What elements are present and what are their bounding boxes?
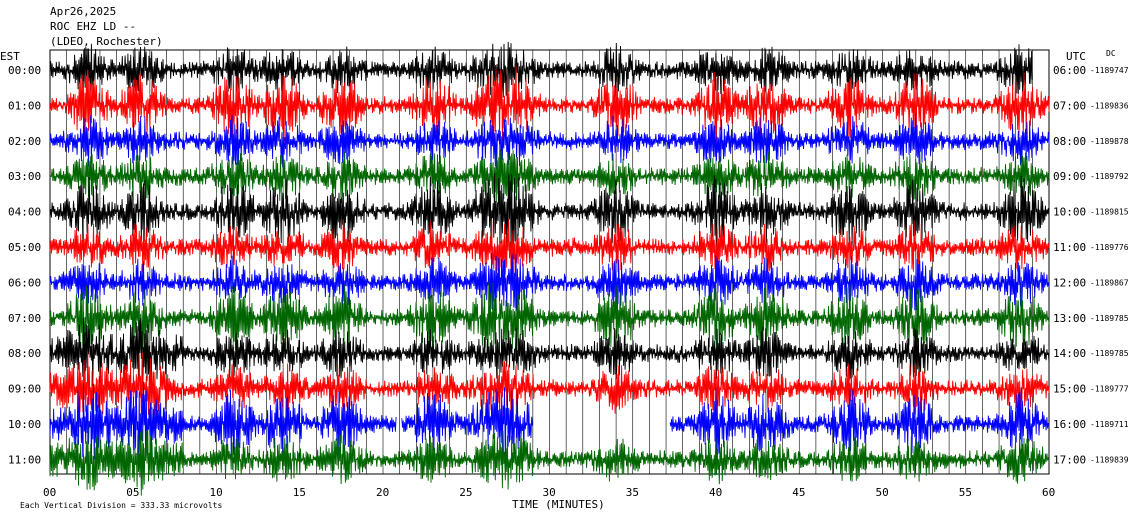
est-time-label: 08:00 [8,347,41,360]
utc-time-label: 17:00 [1053,453,1086,466]
header-station: ROC EHZ LD -- [50,20,136,33]
est-time-label: 07:00 [8,312,41,325]
trace-line [49,65,1050,143]
utc-time-label: 07:00 [1053,99,1086,112]
x-tick-label: 15 [293,486,306,499]
utc-time-label: 11:00 [1053,241,1086,254]
utc-time-label: 06:00 [1053,64,1086,77]
est-time-label: 01:00 [8,99,41,112]
est-time-label: 05:00 [8,241,41,254]
utc-time-label: 15:00 [1053,383,1086,396]
utc-time-label: 12:00 [1053,276,1086,289]
dc-offset-label: -1189815 [1090,208,1129,217]
dc-offset-label: -1189777 [1090,385,1129,394]
trace-line [49,148,1050,204]
x-tick-label: 45 [792,486,805,499]
est-time-labels: 00:00 01:00 02:00 03:00 04:00 05:00 06:00 07:00… [8,64,41,466]
est-time-label: 03:00 [8,170,41,183]
dc-offset-label: -1189836 [1090,101,1129,110]
dc-offset-label: -1189776 [1090,243,1129,252]
seismic-traces [49,41,1050,496]
right-axis-title: UTC [1066,50,1086,63]
x-tick-label: 40 [709,486,722,499]
est-time-label: 10:00 [8,418,41,431]
x-tick-label: 25 [459,486,472,499]
utc-time-label: 08:00 [1053,135,1086,148]
x-tick-label: 00 [43,486,56,499]
est-time-label: 00:00 [8,64,41,77]
dc-offset-label: -1189792 [1090,172,1129,181]
utc-time-label: 13:00 [1053,312,1086,325]
utc-time-label: 10:00 [1053,206,1086,219]
x-tick-label: 35 [626,486,639,499]
trace-line [401,387,533,463]
x-tick-label: 55 [959,486,972,499]
trace-line [49,173,1050,249]
dc-offset-label: -1189878 [1090,137,1129,146]
dc-offset-label: -1189747 [1090,66,1129,75]
dc-offset-label: -1189839 [1090,455,1129,464]
trace-line [49,41,1033,100]
vertical-gridlines [66,50,1033,474]
x-tick-label: 20 [376,486,389,499]
header-date: Apr26,2025 [50,5,116,18]
scale-note: Each Vertical Division = 333.33 microvol… [20,501,222,510]
dc-offset-label: -1189785 [1090,349,1129,358]
trace-line [49,318,1050,390]
trace-line [49,218,1050,277]
utc-time-label: 09:00 [1053,170,1086,183]
left-axis-title: EST [0,50,20,63]
x-tick-label: 05 [126,486,139,499]
trace-line [49,282,1050,355]
x-tick-label: 30 [543,486,556,499]
est-time-label: 09:00 [8,383,41,396]
x-tick-label: 50 [876,486,889,499]
dc-offset-label: -1189867 [1090,278,1129,287]
utc-time-labels: 06:00 -1189747 07:00 -1189836 08:00 -1189878 0… [1053,64,1129,466]
est-time-label: 04:00 [8,206,41,219]
trace-line [49,351,1050,421]
trace-line [49,113,1050,170]
dc-offset-label: -1189785 [1090,314,1129,323]
est-time-label: 06:00 [8,276,41,289]
utc-time-label: 16:00 [1053,418,1086,431]
est-time-label: 02:00 [8,135,41,148]
est-time-label: 11:00 [8,453,41,466]
x-tick-labels: 00 05 10 15 20 25 30 35 40 45 50 55 60 [43,486,1055,499]
x-axis-label: TIME (MINUTES) [512,498,605,511]
trace-line [49,424,1050,496]
header-network: (LDEO, Rochester) [50,35,163,48]
trace-line [669,387,1050,459]
x-tick-label: 60 [1042,486,1055,499]
utc-time-label: 14:00 [1053,347,1086,360]
dc-offset-label: -1189711 [1090,420,1129,429]
x-tick-label: 10 [210,486,223,499]
trace-line [49,381,397,465]
dc-label: DC [1106,49,1116,58]
trace-line [49,252,1050,312]
